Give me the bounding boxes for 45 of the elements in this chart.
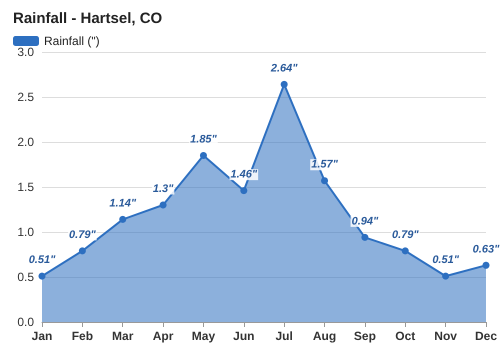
x-tick-label: Sep [354, 329, 376, 343]
legend-label: Rainfall (") [44, 34, 100, 48]
y-tick-label: 1.5 [17, 180, 34, 194]
y-tick-label: 0.0 [17, 315, 34, 329]
point [200, 152, 207, 159]
data-label: 0.51" [28, 254, 56, 266]
chart-title: Rainfall - Hartsel, CO [13, 10, 163, 27]
y-tick-label: 0.5 [17, 270, 34, 284]
y-tick-label: 2.5 [17, 90, 34, 104]
x-tick-label: Jan [32, 329, 52, 343]
point [38, 272, 46, 280]
y-tick-label: 2.0 [17, 135, 34, 149]
data-label: 1.85" [190, 134, 218, 146]
point [78, 247, 86, 254]
point [240, 187, 248, 194]
point [442, 272, 450, 280]
data-label: 0.51" [432, 254, 460, 266]
point [402, 247, 409, 254]
data-label: 1.14" [109, 197, 137, 210]
data-label: 2.64" [270, 62, 298, 74]
x-tick-label: Dec [474, 329, 498, 343]
data-label: 1.57" [311, 158, 339, 171]
data-label: 0.63" [472, 243, 500, 256]
point [321, 177, 328, 184]
x-tick-label: Apr [152, 329, 174, 343]
x-tick-label: May [192, 329, 216, 343]
point [482, 262, 490, 269]
data-label: 1.3" [152, 183, 174, 195]
x-tick-label: Feb [72, 329, 94, 343]
x-tick-label: Jul [276, 329, 293, 343]
data-label: 0.79" [392, 228, 420, 241]
point [280, 80, 288, 88]
data-label: 0.79" [69, 228, 96, 241]
y-tick-label: 3.0 [17, 45, 34, 59]
y-tick-label: 1.0 [17, 225, 34, 239]
x-tick-label: Nov [434, 329, 458, 343]
data-label: 0.94" [352, 215, 379, 228]
x-tick-label: Jun [233, 329, 254, 343]
point [160, 202, 167, 208]
data-label: 1.46" [230, 168, 258, 181]
point [119, 216, 126, 223]
x-tick-label: Oct [395, 329, 416, 343]
point [361, 234, 368, 241]
x-tick-label: Mar [112, 329, 134, 343]
x-tick-label: Aug [312, 329, 336, 343]
